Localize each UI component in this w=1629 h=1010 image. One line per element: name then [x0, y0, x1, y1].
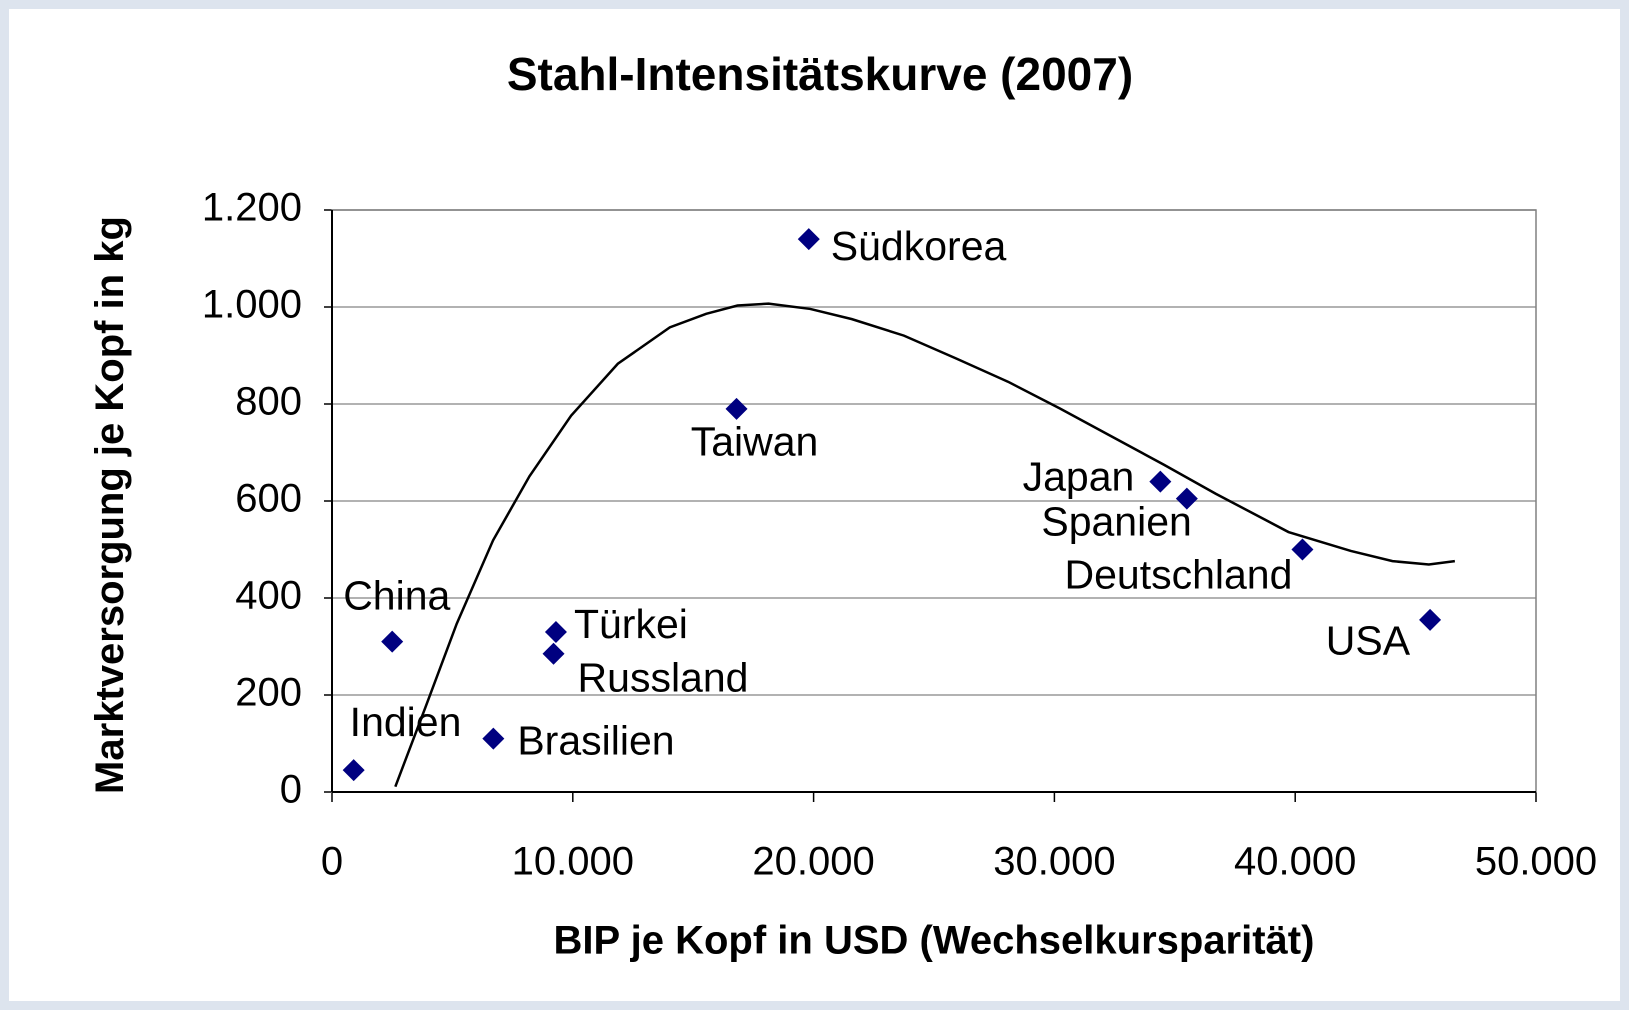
point-label: Taiwan — [691, 419, 819, 465]
data-point — [1291, 538, 1314, 561]
data-point — [1175, 487, 1198, 510]
point-label: Deutschland — [1064, 551, 1292, 597]
data-point — [381, 630, 404, 653]
point-label: Brasilien — [517, 717, 674, 763]
y-tick-label: 1.000 — [202, 283, 302, 327]
data-point — [797, 228, 820, 251]
point-label: China — [343, 572, 450, 618]
data-point — [542, 642, 565, 665]
data-point — [544, 620, 567, 643]
y-tick-label: 800 — [235, 380, 302, 424]
point-label: Russland — [578, 655, 749, 701]
y-tick-label: 1.200 — [202, 186, 302, 230]
trend-curve — [394, 302, 1456, 788]
panel — [9, 9, 1620, 1001]
x-tick-label: 40.000 — [1234, 840, 1356, 884]
x-tick-label: 20.000 — [752, 840, 874, 884]
point-label: Südkorea — [831, 223, 1007, 269]
y-tick-label: 600 — [235, 477, 302, 521]
point-label: Spanien — [1041, 498, 1191, 544]
y-axis-label: Marktversorgung je Kopf in kg — [88, 216, 132, 794]
y-axis-label-box: Marktversorgung je Kopf in kg — [88, 216, 132, 794]
chart-title: Stahl-Intensitätskurve (2007) — [507, 48, 1133, 100]
data-point — [482, 727, 505, 750]
x-axis-label: BIP je Kopf in USD (Wechselkursparität) — [554, 919, 1315, 963]
point-label: USA — [1326, 618, 1411, 664]
data-point — [1149, 470, 1172, 493]
data-point — [342, 759, 365, 782]
x-tick-label: 0 — [321, 840, 343, 884]
y-tick-label: 400 — [235, 574, 302, 618]
data-point — [725, 397, 748, 420]
data-point — [1419, 608, 1442, 631]
x-tick-label: 10.000 — [512, 840, 634, 884]
point-label: Indien — [350, 699, 462, 745]
point-label: Türkei — [574, 601, 688, 647]
x-tick-label: 50.000 — [1475, 840, 1597, 884]
y-tick-label: 0 — [280, 768, 302, 812]
point-label: Japan — [1023, 453, 1135, 499]
x-tick-label: 30.000 — [993, 840, 1115, 884]
y-tick-label: 200 — [235, 671, 302, 715]
